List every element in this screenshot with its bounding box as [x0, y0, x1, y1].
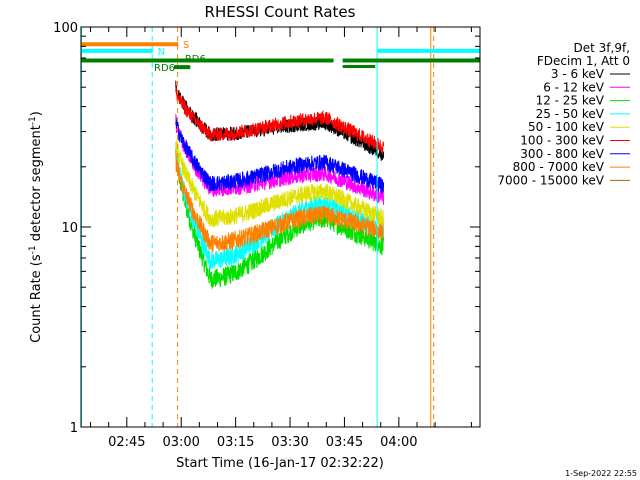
state-label-1: N [158, 47, 165, 58]
series-line-5 [175, 87, 385, 155]
y-axis-label-main: Count Rate (s [29, 254, 44, 343]
axis-layer: 1 10 100 02:45 03:00 03:15 03:30 03:45 04:00 [53, 21, 480, 450]
x-tick-label-5: 04:00 [380, 435, 417, 450]
legend-label-4: 50 - 100 keV [528, 120, 605, 134]
x-tick-label-1: 03:00 [162, 435, 199, 450]
y-axis-label-mid: detector segment [29, 125, 44, 245]
y-tick-label-0: 1 [70, 421, 78, 436]
legend-label-5: 100 - 300 keV [520, 134, 604, 148]
series-line-1 [175, 114, 385, 206]
legend-label-7: 800 - 7000 keV [513, 160, 605, 174]
y-axis-label-sup1: -1 [28, 245, 38, 254]
state-label-3: RD6 [185, 54, 206, 65]
state-label-0: S [183, 40, 189, 51]
x-tick-label-2: 03:15 [217, 435, 254, 450]
x-tick-label-4: 03:45 [326, 435, 363, 450]
series-line-6 [175, 117, 385, 194]
legend-label-0: 3 - 6 keV [551, 67, 605, 81]
legend-label-2: 12 - 25 keV [536, 94, 605, 108]
y-axis-label-end: ) [29, 111, 44, 116]
x-tick-label-0: 02:45 [108, 435, 145, 450]
legend-header-line-2: FDecim 1, Att 0 [537, 54, 630, 68]
chart-title: RHESSI Count Rates [205, 3, 356, 21]
x-axis-label: Start Time (16-Jan-17 02:32:22) [176, 456, 384, 471]
legend-label-8: 7000 - 15000 keV [497, 173, 604, 187]
series-layer [175, 80, 385, 289]
legend-label-6: 300 - 800 keV [520, 147, 604, 161]
x-tick-label-3: 03:30 [271, 435, 308, 450]
y-axis-label-sup2: -1 [28, 116, 38, 125]
y-tick-label-1: 10 [61, 221, 78, 236]
plot-timestamp: 1-Sep-2022 22:55 [565, 469, 637, 478]
y-axis-label: Count Rate (s-1 detector segment-1) [28, 111, 44, 343]
series-line-4 [175, 140, 385, 228]
series-line-2 [175, 147, 385, 289]
overlay-layer: S N RD6 RD6 [80, 27, 480, 427]
legend-header-line-1: Det 3f,9f, [574, 41, 631, 55]
y-tick-label-2: 100 [53, 21, 78, 36]
legend-label-3: 25 - 50 keV [536, 107, 605, 121]
series-line-0 [175, 80, 385, 161]
state-label-2: RD6 [154, 63, 175, 74]
legend-label-1: 6 - 12 keV [543, 80, 605, 94]
series-line-3 [175, 142, 385, 270]
series-line-7 [175, 150, 385, 253]
